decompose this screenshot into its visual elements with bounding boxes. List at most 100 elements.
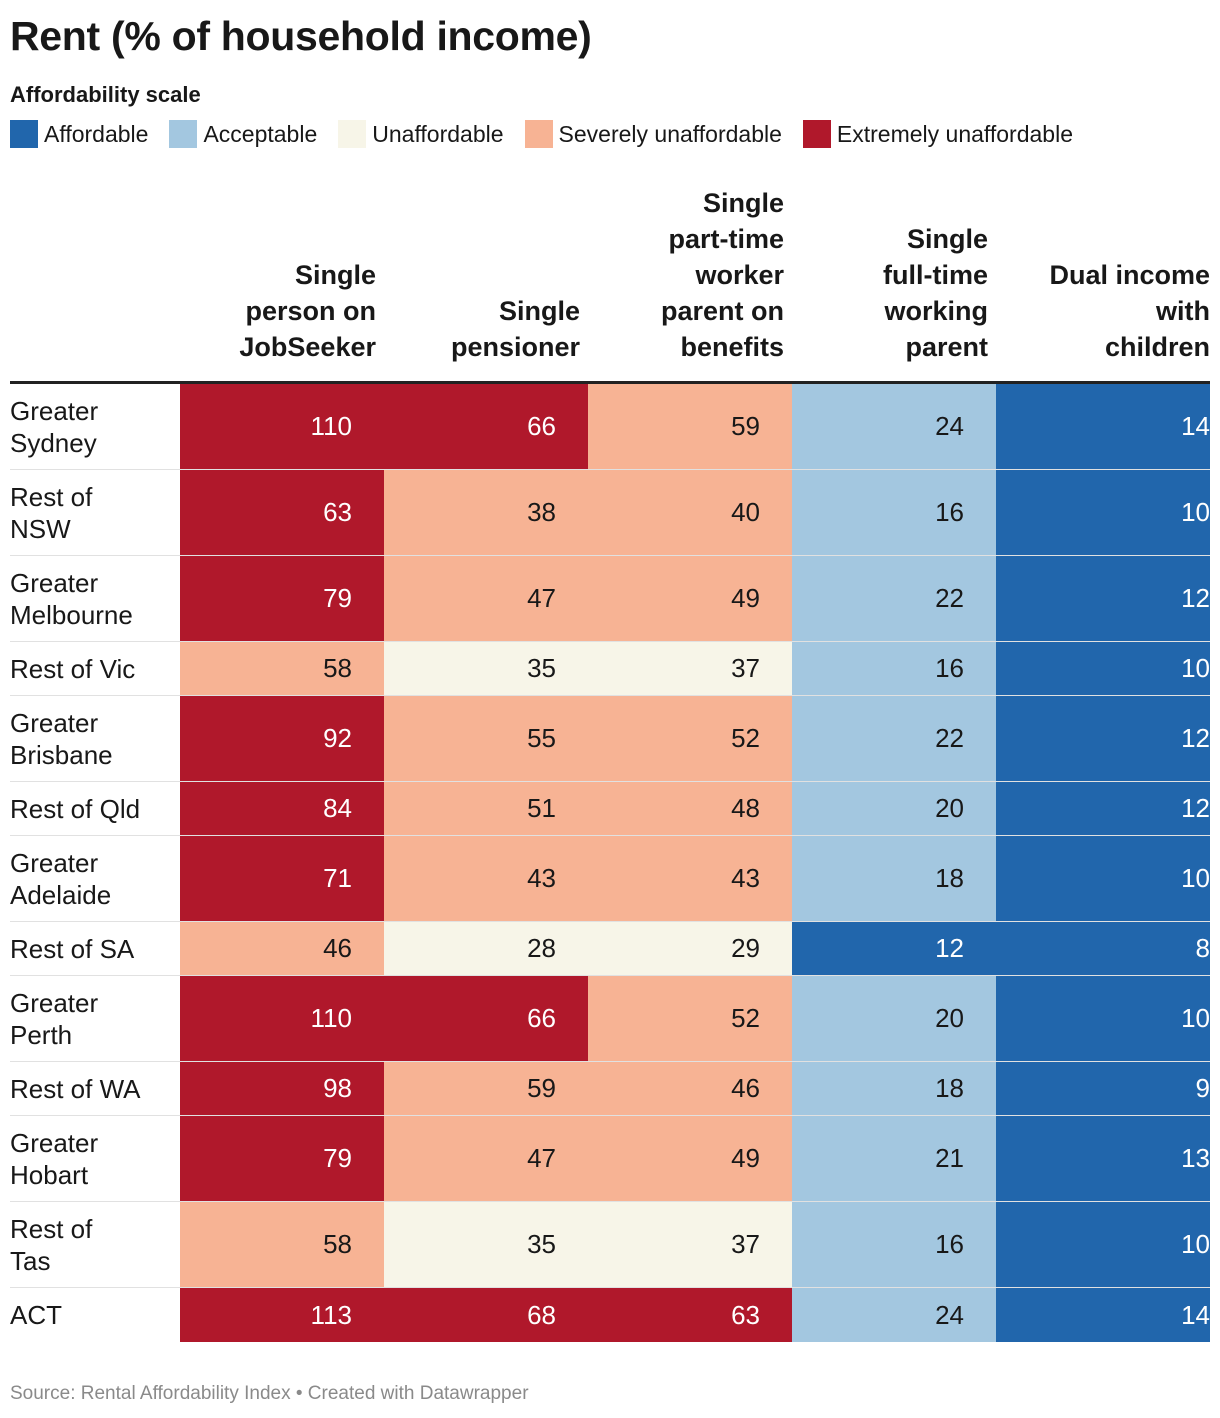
table-cell: 20 [792,782,996,835]
table-cell: 28 [384,922,588,975]
table-cell: 49 [588,1116,792,1201]
legend-label: Acceptable [203,121,318,147]
table-cell: 59 [588,384,792,469]
column-header: Dual income with children [996,257,1210,365]
column-header-line: with [1156,296,1210,326]
table-cell: 18 [792,836,996,921]
table-cell: 47 [384,556,588,641]
row-label: Rest of SA [10,922,180,975]
row-label-line: Perth [10,1019,73,1050]
row-label-line: Rest of [10,1213,93,1244]
table-row: Greater Perth 110 66 52 20 10 [10,976,1210,1062]
table-cell: 43 [384,836,588,921]
legend-label: Extremely unaffordable [836,121,1073,147]
table-row: Rest of Vic 58 35 37 16 10 [10,642,1210,696]
row-label: Rest of Qld [10,782,180,835]
table-cell: 51 [384,782,588,835]
legend-title: Affordability scale [10,82,201,107]
table-cell: 68 [384,1288,588,1342]
table-cell: 59 [384,1062,588,1115]
row-label: Greater Hobart [10,1116,180,1201]
table-cell: 52 [588,696,792,781]
table-cell: 16 [792,470,996,555]
column-header-line: Single [498,296,580,326]
header-divider [10,381,1210,384]
table-row: Rest of NSW 63 38 40 16 10 [10,470,1210,556]
table-cell: 14 [996,384,1210,469]
row-label-line: Rest of WA [10,1073,141,1104]
table-row: Rest of WA 98 59 46 18 9 [10,1062,1210,1116]
table-cell: 49 [588,556,792,641]
column-header-line: parent [905,332,988,362]
legend-label: Unaffordable [372,121,504,147]
table-cell: 110 [180,976,384,1061]
table-cell: 22 [792,556,996,641]
table-cell: 66 [384,976,588,1061]
row-label-line: Rest of Vic [10,653,136,684]
table-cell: 22 [792,696,996,781]
legend-swatch [802,120,831,148]
column-headers: Single person on JobSeeker Single pensioner S… [10,180,1210,365]
column-header: Single full-time working parent [792,221,996,365]
column-header-line: Single [294,260,376,290]
row-label-line: NSW [10,513,71,544]
column-header-line: part-time [668,224,784,254]
row-label-line: Greater [10,395,99,426]
row-label: Greater Melbourne [10,556,180,641]
column-header-line: pensioner [450,332,580,362]
legend-swatch [10,120,38,148]
table-cell: 10 [996,642,1210,695]
legend-swatch [338,120,367,148]
table-cell: 12 [996,696,1210,781]
table-cell: 24 [792,1288,996,1342]
row-label: Greater Brisbane [10,696,180,781]
row-label: Rest of NSW [10,470,180,555]
row-label: ACT [10,1288,180,1342]
table-cell: 66 [384,384,588,469]
table-cell: 20 [792,976,996,1061]
legend-item: Unaffordable [338,120,504,148]
table-cell: 37 [588,1202,792,1287]
column-header: Single person on JobSeeker [180,257,384,365]
column-header-line: benefits [680,332,784,362]
row-label-line: Greater [10,567,99,598]
table-cell: 10 [996,836,1210,921]
column-header-line: Single [702,188,784,218]
table-cell: 10 [996,1202,1210,1287]
row-label: Greater Sydney [10,384,180,469]
table-row: Rest of SA 46 28 29 12 8 [10,922,1210,976]
column-header-line: JobSeeker [239,332,376,362]
row-label: Rest of Vic [10,642,180,695]
table-cell: 38 [384,470,588,555]
table-row: Rest of Qld 84 51 48 20 12 [10,782,1210,836]
legend-label: Severely unaffordable [558,121,782,147]
table-cell: 79 [180,556,384,641]
source-note: Source: Rental Affordability Index • Cre… [10,1383,529,1404]
table-cell: 24 [792,384,996,469]
row-label-line: Rest of SA [10,933,135,964]
legend-item: Extremely unaffordable [802,120,1073,148]
data-table: Greater Sydney 110 66 59 24 14 Rest of NSW 63 38 40… [10,384,1210,1342]
table-cell: 10 [996,976,1210,1061]
row-label-line: Melbourne [10,599,133,630]
table-cell: 58 [180,642,384,695]
table-cell: 16 [792,642,996,695]
table-row: Greater Sydney 110 66 59 24 14 [10,384,1210,470]
table-cell: 110 [180,384,384,469]
legend-swatch [169,120,198,148]
table-cell: 58 [180,1202,384,1287]
table-cell: 71 [180,836,384,921]
row-label-line: Sydney [10,427,97,458]
table-cell: 92 [180,696,384,781]
table-cell: 63 [588,1288,792,1342]
table-cell: 52 [588,976,792,1061]
table-cell: 46 [180,922,384,975]
column-header: Single part-time worker parent on benefits [588,185,792,365]
table-cell: 113 [180,1288,384,1342]
table-row: ACT 113 68 63 24 14 [10,1288,1210,1342]
table-cell: 46 [588,1062,792,1115]
column-header-line: worker [695,260,784,290]
column-header-line: parent on [660,296,784,326]
table-cell: 14 [996,1288,1210,1342]
table-cell: 29 [588,922,792,975]
